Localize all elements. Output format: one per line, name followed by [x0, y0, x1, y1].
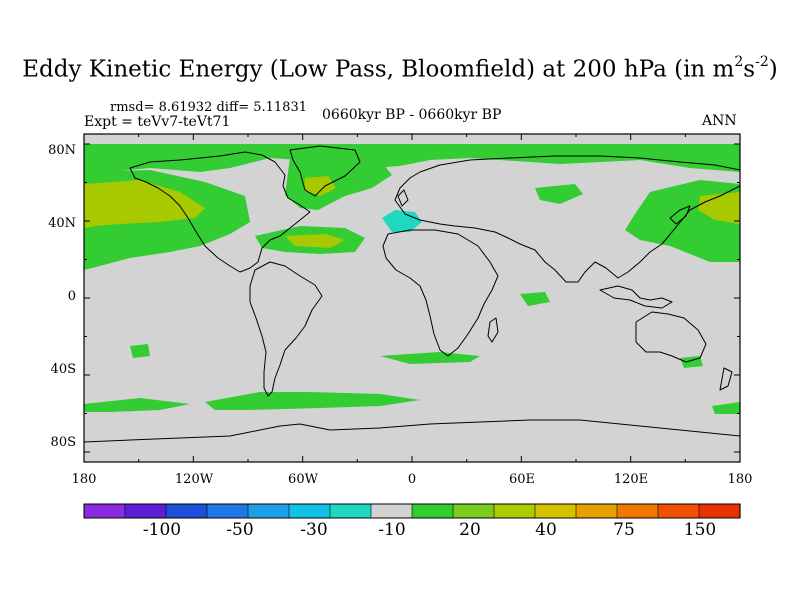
- colorbar-swatch: [124, 503, 167, 519]
- colorbar-swatch: [411, 503, 454, 519]
- contour-region-green: [130, 344, 150, 358]
- colorbar-swatch: [329, 503, 372, 519]
- contour-region-green: [712, 402, 740, 414]
- axis-ticks: [83, 134, 741, 462]
- season-label: ANN: [702, 113, 737, 129]
- stats-line: rmsd= 8.61932 diff= 5.11831: [110, 100, 307, 115]
- lon-tick-label: 0: [407, 472, 417, 487]
- colorbar-label: 150: [683, 520, 717, 540]
- coastline-south-america: [249, 261, 323, 397]
- lat-tick-label: 40N: [48, 216, 76, 231]
- colorbar: [83, 503, 741, 519]
- coastline-japan: [669, 205, 691, 225]
- lat-tick-label: 40S: [50, 362, 76, 377]
- colorbar-label: -10: [378, 520, 406, 540]
- coastline-indonesia: [599, 285, 673, 309]
- colorbar-frame: [83, 503, 741, 519]
- lat-tick-label: 80N: [48, 143, 76, 158]
- colorbar-swatch: [493, 503, 536, 519]
- contour-region-yellow: [285, 234, 345, 248]
- lon-tick-label: 120E: [613, 472, 649, 487]
- diff-label: diff=: [216, 100, 250, 115]
- coastline-africa: [382, 229, 499, 357]
- lon-tick-label: 180: [727, 472, 753, 487]
- contour-region-cyan: [382, 210, 422, 232]
- coastline-australia: [635, 311, 707, 363]
- chart-title: Eddy Kinetic Energy (Low Pass, Bloomfiel…: [22, 54, 778, 83]
- colorbar-swatch: [206, 503, 249, 519]
- colorbar-swatch: [370, 503, 413, 519]
- coastline-eurasia: [394, 155, 740, 283]
- colorbar-label: 20: [459, 520, 481, 540]
- contour-region-green: [520, 292, 550, 306]
- coastline-antarctica: [84, 419, 740, 462]
- lon-tick-label: 120W: [174, 472, 214, 487]
- colorbar-swatch: [83, 503, 126, 519]
- colorbar-swatch: [165, 503, 208, 519]
- rmsd-label: rmsd=: [110, 100, 155, 115]
- coastlines: [84, 145, 740, 462]
- colorbar-swatch: [288, 503, 331, 519]
- contour-region-green: [535, 184, 583, 204]
- lat-tick-label: 0: [67, 289, 76, 304]
- colorbar-label: 75: [613, 520, 635, 540]
- colorbar-swatch: [616, 503, 659, 519]
- contour-region-yellow: [84, 180, 205, 228]
- period-label: 0660kyr BP - 0660kyr BP: [322, 107, 502, 123]
- contour-fills: [84, 144, 740, 414]
- lon-tick-label: 60W: [288, 472, 318, 487]
- coastline-madagascar: [487, 317, 499, 343]
- colorbar-swatch: [534, 503, 577, 519]
- lon-tick-label: 60E: [508, 472, 536, 487]
- contour-region-green: [380, 352, 480, 364]
- contour-region-yellow: [698, 192, 740, 224]
- rmsd-value: 8.61932: [158, 100, 213, 115]
- coastline-north-america: [129, 151, 311, 273]
- colorbar-label: -100: [142, 520, 182, 540]
- colorbar-swatch: [247, 503, 290, 519]
- colorbar-label: 40: [535, 520, 557, 540]
- diff-value: 5.11831: [253, 100, 307, 115]
- coastline-uk: [397, 189, 409, 207]
- colorbar-swatch: [698, 503, 741, 519]
- colorbar-swatch: [452, 503, 495, 519]
- colorbar-swatch: [657, 503, 700, 519]
- coastline-new-zealand: [719, 367, 733, 391]
- lat-tick-label: 80S: [50, 435, 76, 450]
- contour-region-green: [285, 152, 392, 210]
- colorbar-swatch: [575, 503, 618, 519]
- colorbar-label: -30: [300, 520, 328, 540]
- experiment-label: Expt = teVv7-teVt71: [84, 114, 231, 130]
- contour-region-yellow: [304, 176, 336, 196]
- contour-region-green: [205, 392, 420, 410]
- lon-tick-label: 180: [71, 472, 97, 487]
- colorbar-label: -50: [226, 520, 254, 540]
- contour-region-green: [84, 144, 740, 176]
- coastline-greenland: [289, 145, 361, 197]
- contour-region-green: [84, 398, 190, 412]
